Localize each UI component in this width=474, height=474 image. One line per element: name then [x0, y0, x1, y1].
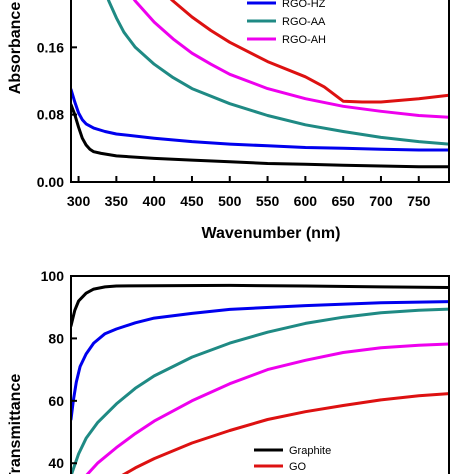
- transmittance-series-unlabeled-2-line: [71, 300, 449, 421]
- legend-label-graphite: Graphite: [289, 445, 331, 457]
- absorbance-plot-frame: [70, 0, 450, 183]
- legend-box: [247, 440, 407, 474]
- transmittance-chart: 40 60 80 100 Transmittance Graphite GO: [7, 268, 450, 474]
- transmittance-y-tick-label: 100: [41, 268, 65, 284]
- transmittance-y-tick-label: 40: [48, 455, 64, 471]
- transmittance-y-tick-label: 80: [48, 330, 64, 346]
- absorbance-series-rgo-hz-line: [71, 87, 449, 152]
- absorbance-y-tick-label: 0.08: [37, 107, 64, 123]
- legend-label-go: GO: [289, 461, 307, 473]
- absorbance-x-tick-label: 450: [180, 193, 204, 209]
- absorbance-chart: 0.000.080.160.24 30035040045050055060065…: [7, 0, 450, 242]
- absorbance-series-unlabeled-3-line: [169, 0, 449, 104]
- transmittance-legend: Graphite GO: [247, 440, 407, 474]
- legend-label-rgo-aa: RGO-AA: [282, 16, 326, 28]
- transmittance-series-graphite-line: [71, 283, 449, 328]
- absorbance-series-unlabeled-4-line: [71, 103, 449, 169]
- transmittance-series-unlabeled-4-line: [85, 342, 449, 474]
- absorbance-series-rgo-aa-line: [106, 0, 449, 146]
- transmittance-series-go-line: [121, 392, 449, 474]
- transmittance-plot-area: [71, 283, 449, 474]
- absorbance-x-tick-label: 350: [105, 193, 129, 209]
- transmittance-y-axis-title: Transmittance: [7, 374, 24, 474]
- absorbance-legend: RGO-HZ RGO-AA RGO-AH: [247, 0, 326, 46]
- absorbance-x-tick-label: 300: [67, 193, 91, 209]
- absorbance-x-tick-label: 650: [331, 193, 355, 209]
- absorbance-x-tick-label: 750: [407, 193, 431, 209]
- transmittance-y-tick-label: 60: [48, 393, 64, 409]
- absorbance-y-axis-title: Absorbance: [7, 2, 24, 95]
- absorbance-x-tick-label: 600: [294, 193, 318, 209]
- absorbance-x-axis: 300 350 400 450 500 550 600 650 700 750: [67, 176, 431, 209]
- legend-label-rgo-ah: RGO-AH: [282, 34, 326, 46]
- transmittance-plot-frame: [70, 275, 450, 474]
- absorbance-y-axis: 0.000.080.160.24: [37, 39, 77, 190]
- absorbance-plot-area: [71, 0, 449, 169]
- absorbance-x-tick-label: 500: [218, 193, 242, 209]
- absorbance-x-tick-label: 700: [369, 193, 393, 209]
- absorbance-y-tick-label: 0.00: [37, 174, 64, 190]
- absorbance-x-axis-title: Wavenumber (nm): [202, 225, 341, 242]
- legend-label-rgo-hz: RGO-HZ: [282, 0, 326, 10]
- transmittance-series-unlabeled-3-line: [71, 307, 449, 474]
- absorbance-x-tick-label: 550: [256, 193, 280, 209]
- absorbance-series-rgo-ah-line: [132, 0, 449, 119]
- absorbance-y-tick-label: 0.16: [37, 39, 64, 55]
- absorbance-x-tick-label: 400: [142, 193, 166, 209]
- transmittance-y-axis: 40 60 80 100: [41, 268, 77, 471]
